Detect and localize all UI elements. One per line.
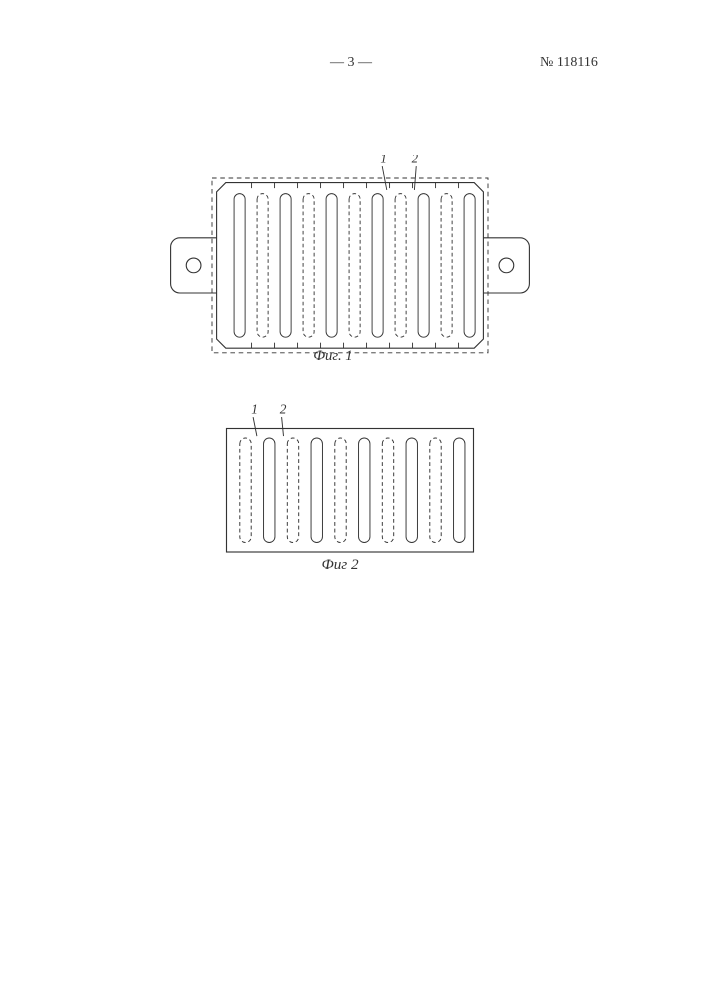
fig2-slot <box>382 438 393 543</box>
fig2-slot <box>264 438 275 543</box>
figure-1: 1 2 Фиг. 1 <box>155 155 545 390</box>
fig1-label-2: 2 <box>412 155 419 165</box>
fig2-leader-1 <box>253 417 257 436</box>
fig2-slot <box>311 438 322 543</box>
fig1-dashed-outline <box>212 178 488 353</box>
fig1-slot <box>303 194 314 338</box>
fig1-left-hole <box>186 258 201 273</box>
fig2-slot <box>430 438 441 543</box>
page-number: — 3 — <box>330 55 372 71</box>
fig1-caption: Фиг. 1 <box>313 348 352 364</box>
fig1-slot <box>418 194 429 338</box>
fig1-slot <box>349 194 360 338</box>
fig2-caption: Фиг 2 <box>322 556 360 573</box>
fig1-label-1: 1 <box>380 155 386 165</box>
fig1-slot <box>441 194 452 338</box>
fig1-slot <box>464 194 475 338</box>
fig2-slot <box>287 438 298 543</box>
fig2-label-2: 2 <box>280 401 287 416</box>
fig2-leader-2 <box>282 417 284 436</box>
fig1-slot <box>234 194 245 338</box>
fig1-slot <box>326 194 337 338</box>
fig1-right-hole <box>499 258 514 273</box>
fig2-slot <box>406 438 417 543</box>
fig1-body <box>217 183 484 349</box>
fig2-slot <box>359 438 370 543</box>
fig1-right-tab <box>483 238 529 293</box>
fig2-label-1: 1 <box>251 401 258 416</box>
fig2-slot <box>454 438 465 543</box>
fig1-slot <box>395 194 406 338</box>
fig2-slot <box>335 438 346 543</box>
fig1-slot <box>372 194 383 338</box>
fig1-slot <box>257 194 268 338</box>
figure-2: 1 2 Фиг 2 <box>210 400 490 595</box>
fig2-slot <box>240 438 251 543</box>
doc-number: № 118116 <box>540 55 598 71</box>
fig1-slot <box>280 194 291 338</box>
fig1-left-tab <box>171 238 217 293</box>
